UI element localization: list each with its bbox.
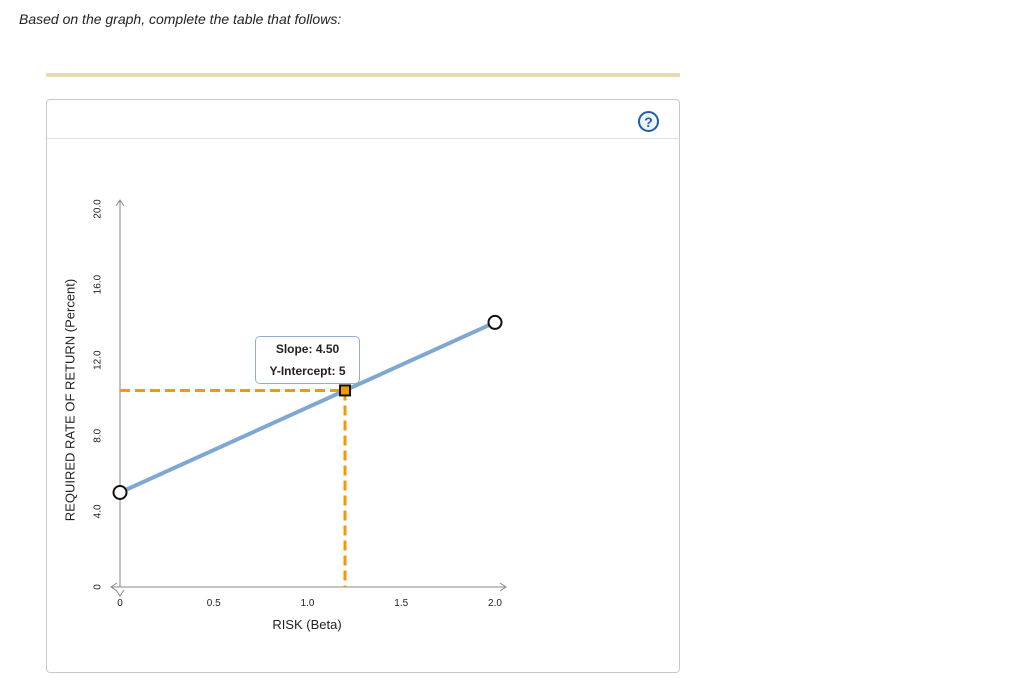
y-tick-label: 20.0 [93, 199, 104, 219]
x-tick-label: 0.5 [207, 598, 221, 609]
y-axis-arrow [115, 199, 125, 207]
divider-bar [46, 73, 680, 77]
y-tick-label: 12.0 [93, 350, 104, 370]
x-tick-label: 2.0 [488, 598, 502, 609]
guide-point-handle[interactable] [339, 384, 351, 397]
intercept-label: Y-Intercept: 5 [269, 364, 346, 378]
slope-intercept-tooltip: Slope: 4.50 Y-Intercept: 5 [255, 336, 360, 384]
line-start-point[interactable] [112, 485, 128, 500]
x-tick-label: 0 [117, 598, 123, 609]
x-axis-left-arrow [110, 582, 118, 592]
help-icon[interactable]: ? [638, 111, 659, 132]
x-tick-label: 1.0 [301, 598, 315, 609]
line-end-point[interactable] [487, 314, 503, 330]
y-tick-label: 0 [93, 584, 104, 590]
graph-panel [46, 99, 680, 673]
y-axis-down-arrow [115, 589, 125, 597]
x-axis-arrow [499, 582, 507, 592]
x-axis-title: RISK (Beta) [272, 617, 341, 632]
y-tick-label: 16.0 [93, 274, 104, 294]
y-axis-title: REQUIRED RATE OF RETURN (Percent) [63, 279, 78, 521]
instruction-text: Based on the graph, complete the table t… [19, 11, 342, 27]
slope-label: Slope: 4.50 [275, 342, 340, 356]
y-tick-label: 4.0 [93, 504, 104, 518]
y-tick-label: 8.0 [93, 428, 104, 442]
x-tick-label: 1.5 [394, 598, 408, 609]
panel-header-separator [47, 138, 679, 139]
sml-line [118, 320, 497, 495]
